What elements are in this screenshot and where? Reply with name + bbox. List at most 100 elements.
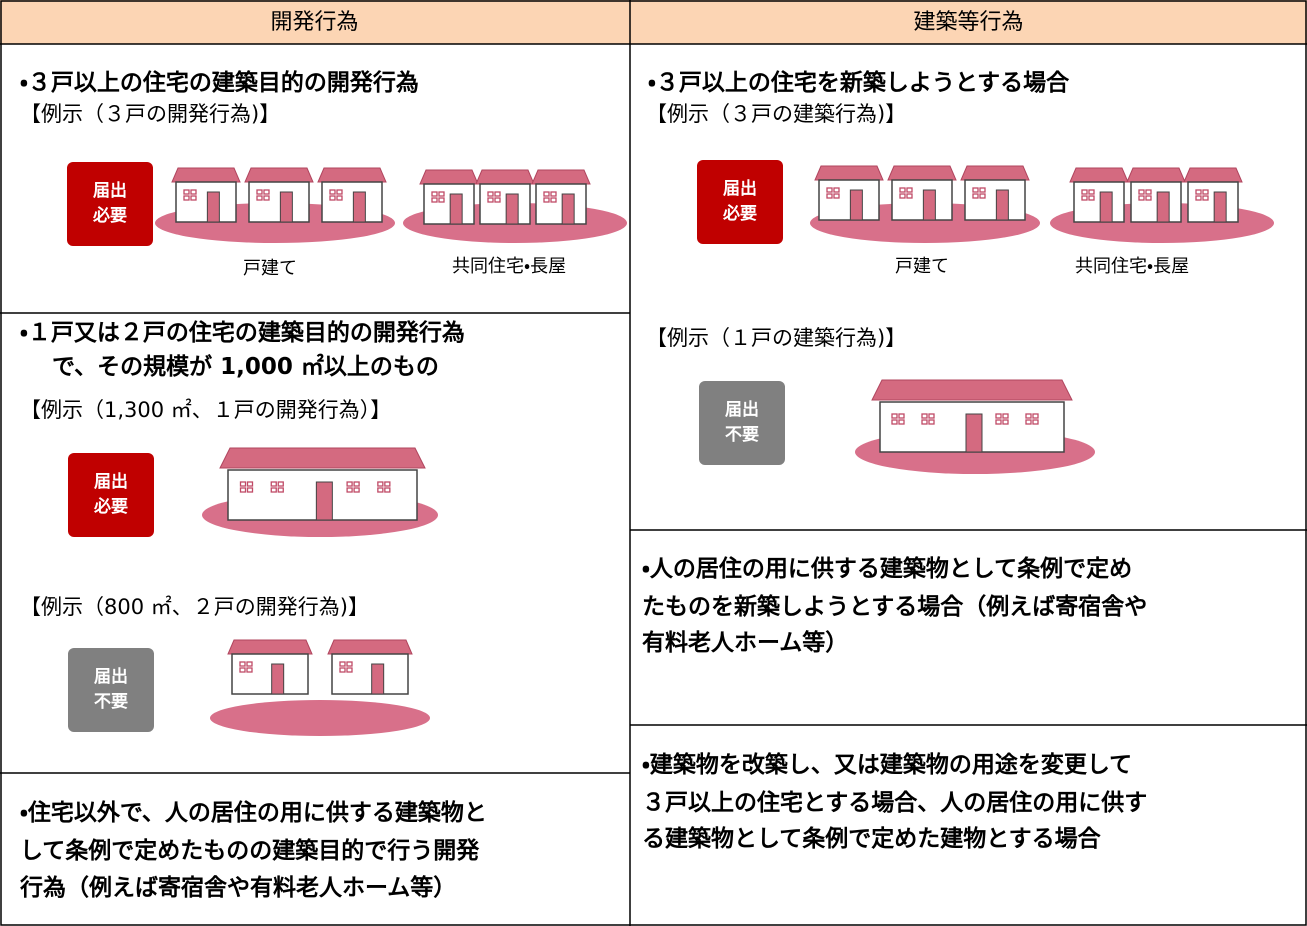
window [833,187,840,193]
body-text: ３戸以上の住宅とする場合、人の居住の用に供す [642,790,1148,816]
section-title: ・３戸以上の住宅の建築目的の開発行為 [20,70,419,96]
wall [535,183,587,225]
badge-text: 必要 [723,204,757,224]
window [487,191,494,197]
badge-text: 届出 [94,666,128,687]
wall [175,181,237,223]
door [315,481,333,521]
roof [887,165,957,181]
door [922,189,936,221]
roof [171,167,241,183]
window [1195,195,1202,201]
door [561,193,575,225]
window [346,661,353,667]
roof [1069,167,1129,183]
window [826,187,833,193]
window [239,661,246,667]
window [898,413,905,419]
badge-text: 届出 [94,471,128,492]
caption: 【例示（1,300 ㎡、１戸の開発行為）】 [20,398,392,422]
window [1032,413,1039,419]
badge-text: 不要 [94,692,128,712]
body-text: る建築物として条例で定めた建物とする場合 [642,826,1101,852]
window [353,481,360,487]
badge-text: 届出 [723,178,757,199]
header-left: 開発行為 [270,10,359,35]
section-title: で、その規模が 1,000 ㎡以上のもの [52,354,439,380]
window [329,195,336,201]
door [1156,191,1170,223]
door [965,413,983,453]
badge: 届出 不要 [68,648,154,732]
window [1025,419,1032,425]
wall [321,181,383,223]
window [891,419,898,425]
window [550,197,557,203]
body-text: ・住宅以外で、人の居住の用に供する建築物と [20,800,487,826]
window [1195,189,1202,195]
badge-text: 必要 [93,206,127,226]
window [246,481,254,487]
window [979,187,986,193]
door [352,191,366,223]
badge: 届出 必要 [697,160,783,244]
window [431,197,438,203]
window [270,487,277,493]
window [256,189,263,195]
door [371,663,385,695]
window [899,193,906,199]
window [263,195,270,201]
window [256,195,263,201]
roof [1183,167,1243,183]
window [1088,189,1095,195]
door [1099,191,1113,223]
window [346,667,353,673]
window [1138,195,1145,201]
door [995,189,1009,221]
roof [960,165,1030,181]
caption: 【例示（800 ㎡、２戸の開発行為)】 [20,595,369,619]
door [449,193,463,225]
label: 共同住宅・長屋 [452,256,567,277]
window [270,481,277,487]
window [494,191,501,197]
window [277,481,284,487]
window [906,193,913,199]
window [899,187,906,193]
window [339,661,346,667]
window [277,487,284,493]
section-title: ・３戸以上の住宅を新築しようとする場合 [648,70,1070,96]
window [972,187,979,193]
window [494,197,501,203]
window [543,191,550,197]
window [1081,195,1088,201]
window [263,189,270,195]
window [339,667,346,673]
door [505,193,519,225]
badge: 届出 不要 [699,381,785,465]
wall [423,183,475,225]
window [239,481,247,487]
window [246,487,254,493]
wall [248,181,310,223]
window [183,189,190,195]
window [239,667,246,673]
window [928,419,935,425]
window [384,487,391,493]
door [271,663,285,695]
wall [231,653,309,695]
roof [227,639,313,655]
label: 戸建て [243,258,297,279]
window [246,667,253,673]
window [550,191,557,197]
badge-text: 届出 [725,399,759,420]
roof [244,167,314,183]
window [826,193,833,199]
window [190,195,197,201]
window [906,187,913,193]
window [979,193,986,199]
window [336,195,343,201]
window [1088,195,1095,201]
